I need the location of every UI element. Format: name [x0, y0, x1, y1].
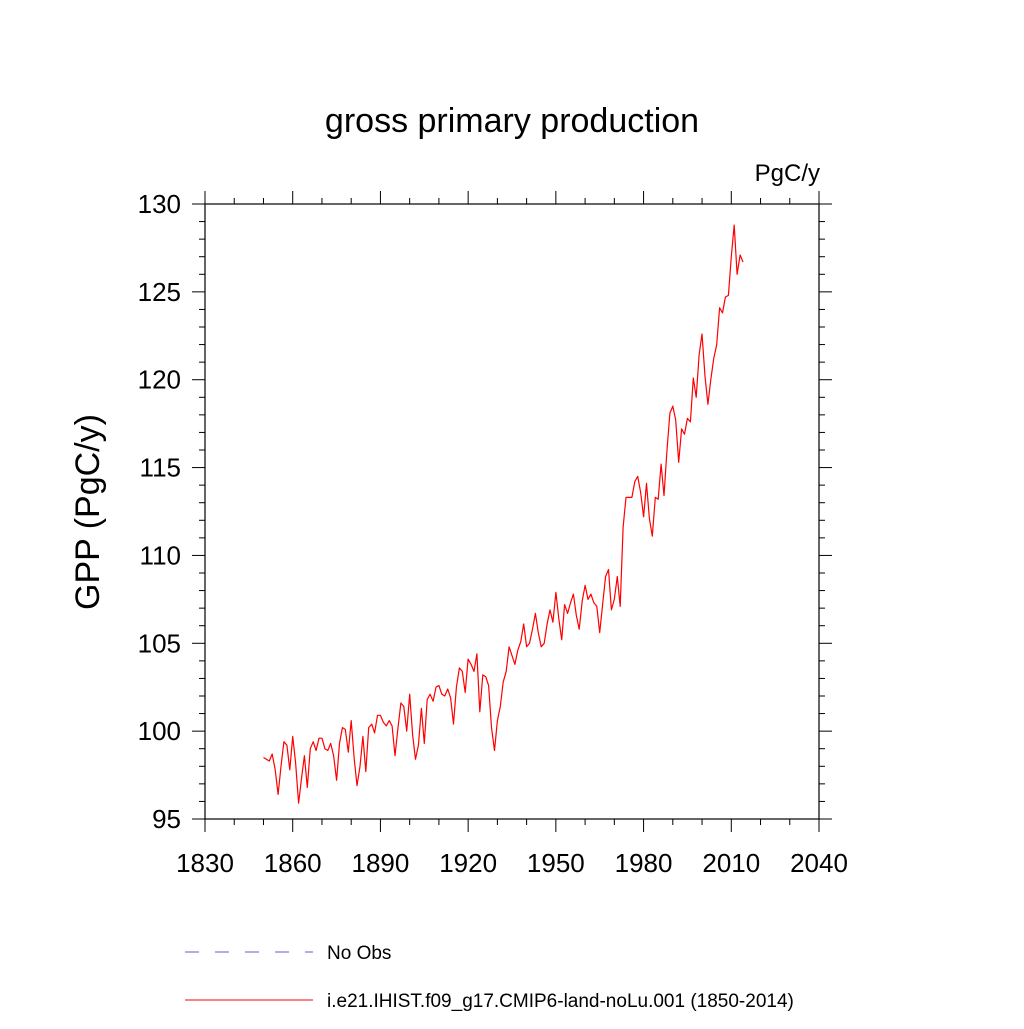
legend: No Obs i.e21.IHIST.f09_g17.CMIP6-land-noL… — [185, 943, 794, 1012]
y-tick-label: 100 — [138, 716, 181, 746]
y-tick-label: 120 — [138, 365, 181, 395]
x-tick-label: 1980 — [615, 848, 673, 878]
units-label: PgC/y — [755, 160, 820, 187]
x-tick-label: 1920 — [439, 848, 497, 878]
series-layer — [263, 224, 744, 804]
y-tick-label: 130 — [138, 189, 181, 219]
legend-label-0: No Obs — [327, 943, 391, 964]
y-tick-label: 115 — [140, 453, 181, 483]
chart-title: gross primary production — [325, 102, 699, 140]
x-tick-label: 2010 — [702, 848, 760, 878]
y-tick-label: 110 — [140, 540, 181, 570]
x-tick-label: 2040 — [790, 848, 848, 878]
series-line-1 — [263, 224, 744, 804]
legend-label-1: i.e21.IHIST.f09_g17.CMIP6-land-noLu.001 … — [327, 991, 794, 1012]
y-tick-label: 95 — [152, 804, 181, 834]
x-tick-label: 1890 — [352, 848, 410, 878]
x-tick-label: 1950 — [527, 848, 585, 878]
x-tick-label: 1860 — [264, 848, 322, 878]
x-tick-label: 1830 — [176, 848, 234, 878]
axes: 1830 1860 1890 1920 1950 1980 2010 2040 95 100 105… — [138, 189, 848, 878]
plot-frame — [204, 203, 820, 820]
y-axis-label: GPP (PgC/y) — [69, 414, 107, 610]
y-tick-label: 125 — [138, 277, 181, 307]
y-tick-label: 105 — [138, 628, 181, 658]
